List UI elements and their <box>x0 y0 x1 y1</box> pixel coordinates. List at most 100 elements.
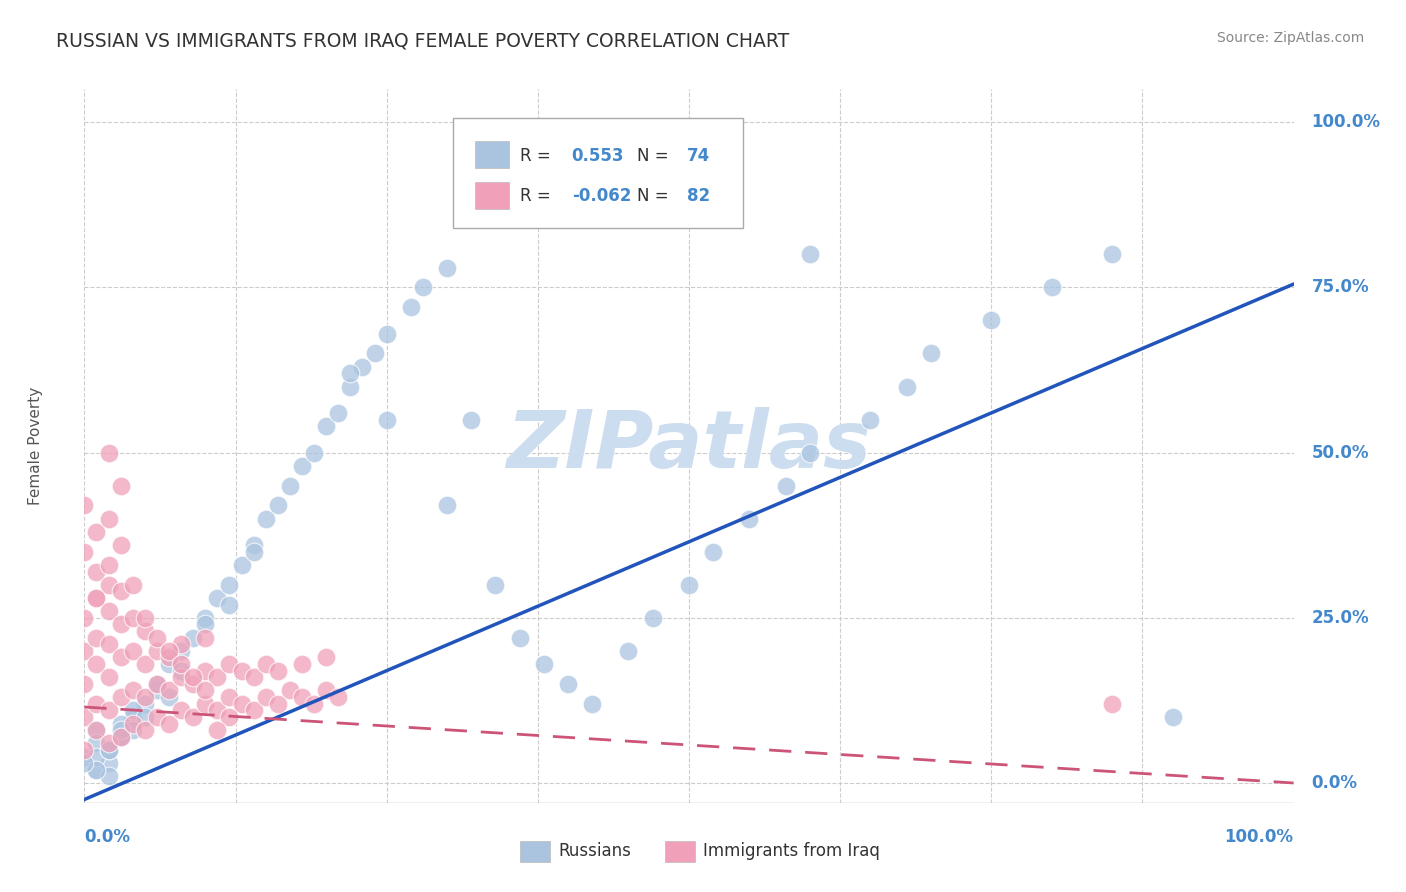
Point <box>73 743 96 757</box>
Point <box>146 677 169 691</box>
Point <box>86 524 108 539</box>
Point <box>181 631 204 645</box>
Point <box>315 650 337 665</box>
Point <box>1101 697 1123 711</box>
Point <box>278 478 301 492</box>
Bar <box>475 182 509 209</box>
Point <box>278 683 301 698</box>
Point <box>242 703 264 717</box>
Point <box>86 631 108 645</box>
Point <box>86 591 108 605</box>
Point <box>110 478 132 492</box>
Text: 25.0%: 25.0% <box>1312 609 1369 627</box>
Point <box>533 657 555 671</box>
Point <box>412 280 434 294</box>
Point <box>194 697 217 711</box>
Point <box>97 743 120 757</box>
Point <box>134 624 156 638</box>
Point <box>328 690 350 704</box>
Point <box>121 723 143 738</box>
Text: 100.0%: 100.0% <box>1225 828 1294 846</box>
Point <box>73 749 96 764</box>
Point <box>170 657 193 671</box>
Point <box>291 458 314 473</box>
Text: 74: 74 <box>686 146 710 164</box>
Point <box>97 736 120 750</box>
Point <box>146 631 169 645</box>
Point <box>460 412 482 426</box>
Point <box>121 710 143 724</box>
Point <box>218 690 240 704</box>
Point <box>110 730 132 744</box>
Point <box>291 690 314 704</box>
Point <box>267 697 290 711</box>
Point <box>920 346 942 360</box>
Point <box>110 716 132 731</box>
Point <box>254 657 277 671</box>
Point <box>315 683 337 698</box>
Point <box>581 697 603 711</box>
Point <box>86 657 108 671</box>
Point <box>73 677 96 691</box>
Point <box>97 756 120 771</box>
Point <box>363 346 385 360</box>
Point <box>170 703 193 717</box>
Point <box>254 690 277 704</box>
Text: 0.0%: 0.0% <box>84 828 131 846</box>
Point <box>86 723 108 738</box>
Point <box>484 578 506 592</box>
Point <box>134 697 156 711</box>
Point <box>97 558 120 572</box>
Point <box>110 730 132 744</box>
Point <box>73 611 96 625</box>
Point <box>896 379 918 393</box>
Point <box>97 637 120 651</box>
Point <box>218 657 240 671</box>
Text: Female Poverty: Female Poverty <box>28 387 44 505</box>
Point <box>110 723 132 738</box>
Point <box>194 664 217 678</box>
Point <box>267 664 290 678</box>
Point <box>134 710 156 724</box>
Point <box>194 683 217 698</box>
Point <box>121 716 143 731</box>
Point <box>73 499 96 513</box>
Point <box>375 326 398 341</box>
Point <box>1040 280 1063 294</box>
Point <box>110 538 132 552</box>
Point <box>134 723 156 738</box>
Point <box>97 604 120 618</box>
Point <box>231 697 253 711</box>
Point <box>73 756 96 771</box>
Point <box>557 677 579 691</box>
Point <box>110 584 132 599</box>
Point <box>352 359 374 374</box>
Point <box>194 617 217 632</box>
Point <box>86 565 108 579</box>
Text: N =: N = <box>637 146 673 164</box>
Point <box>218 578 240 592</box>
Text: 0.0%: 0.0% <box>1312 774 1358 792</box>
Bar <box>475 141 509 169</box>
Point <box>157 716 180 731</box>
Point <box>86 763 108 777</box>
Point <box>207 591 229 605</box>
Text: RUSSIAN VS IMMIGRANTS FROM IRAQ FEMALE POVERTY CORRELATION CHART: RUSSIAN VS IMMIGRANTS FROM IRAQ FEMALE P… <box>56 31 790 50</box>
Text: 75.0%: 75.0% <box>1312 278 1369 296</box>
Point <box>86 723 108 738</box>
Point <box>157 657 180 671</box>
Point <box>291 657 314 671</box>
Point <box>181 670 204 684</box>
Point <box>110 730 132 744</box>
Point <box>254 511 277 525</box>
Point <box>436 260 458 275</box>
Point <box>134 657 156 671</box>
Text: 50.0%: 50.0% <box>1312 443 1369 461</box>
Point <box>218 710 240 724</box>
Point <box>86 763 108 777</box>
Text: 100.0%: 100.0% <box>1312 113 1381 131</box>
Point <box>97 743 120 757</box>
Point <box>799 445 821 459</box>
Point <box>73 644 96 658</box>
Point <box>86 697 108 711</box>
